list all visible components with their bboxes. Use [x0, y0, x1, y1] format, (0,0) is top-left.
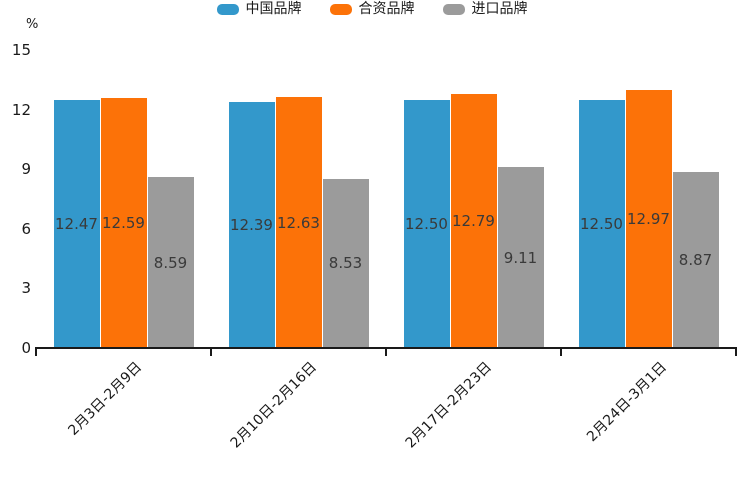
bar-value-label: 12.47	[55, 215, 98, 234]
legend-swatch	[329, 3, 352, 15]
x-axis-tick-mark	[385, 349, 387, 356]
legend-label: 中国品牌	[245, 1, 302, 17]
y-axis-tick-label: 9	[21, 160, 31, 179]
chart-legend: 中国品牌 合资品牌 进口品牌	[0, 0, 744, 18]
legend-label: 进口品牌	[471, 1, 528, 17]
bar-value-label: 12.50	[580, 214, 623, 233]
legend-item: 中国品牌	[216, 0, 302, 18]
x-axis-tick-mark	[735, 349, 737, 356]
x-category-label: 2月10日-2月16日	[227, 359, 320, 452]
legend-swatch	[216, 3, 239, 15]
x-axis-tick-mark	[210, 349, 212, 356]
x-category-label: 2月24日-3月1日	[583, 359, 670, 446]
legend-item: 进口品牌	[442, 0, 528, 18]
bar-value-label: 12.97	[627, 210, 670, 229]
bar-进口品牌-2月3日-2月9日	[147, 177, 194, 348]
bar-中国品牌-2月3日-2月9日	[53, 100, 100, 348]
legend-item: 合资品牌	[329, 0, 415, 18]
bar-value-label: 12.50	[405, 214, 448, 233]
legend-swatch	[442, 3, 465, 15]
bar-中国品牌-2月10日-2月16日	[228, 101, 275, 348]
bar-进口品牌-2月24日-3月1日	[672, 171, 719, 348]
bar-合资品牌-2月17日-2月23日	[450, 93, 497, 348]
y-axis-tick-label: 0	[21, 339, 31, 357]
bar-合资品牌-2月10日-2月16日	[275, 97, 322, 348]
bar-value-label: 8.59	[153, 253, 188, 272]
x-category-label: 2月3日-2月9日	[65, 359, 145, 439]
bar-value-label: 8.53	[328, 254, 363, 273]
bar-合资品牌-2月3日-2月9日	[100, 97, 147, 348]
bar-value-label: 12.63	[277, 213, 320, 232]
y-axis-tick-label: 6	[21, 219, 31, 238]
y-axis-tick-label: 15	[11, 41, 31, 59]
bar-进口品牌-2月17日-2月23日	[497, 167, 544, 348]
bar-合资品牌-2月24日-3月1日	[625, 90, 672, 348]
bar-value-label: 8.87	[678, 250, 713, 269]
bar-value-label: 12.59	[102, 213, 145, 232]
x-axis-tick-mark	[35, 349, 37, 356]
y-axis-tick-label: 3	[21, 279, 31, 298]
legend-label: 合资品牌	[358, 1, 415, 17]
bar-中国品牌-2月17日-2月23日	[403, 99, 450, 348]
bar-中国品牌-2月24日-3月1日	[578, 99, 625, 348]
x-axis-line	[35, 347, 737, 349]
y-axis-tick-label: 12	[11, 100, 31, 119]
x-category-label: 2月17日-2月23日	[402, 359, 495, 452]
bar-进口品牌-2月10日-2月16日	[322, 178, 369, 348]
x-axis-tick-mark	[560, 349, 562, 356]
y-axis-unit-label: %	[26, 17, 39, 32]
bar-value-label: 12.79	[452, 211, 495, 230]
bar-value-label: 12.39	[230, 215, 273, 234]
bar-value-label: 9.11	[503, 248, 538, 267]
